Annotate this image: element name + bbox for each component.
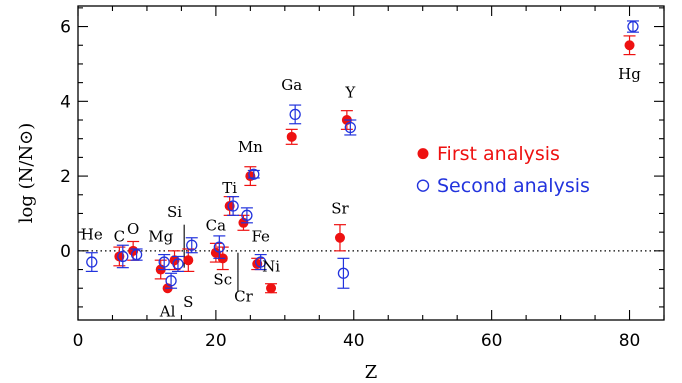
- element-label: Fe: [251, 228, 270, 246]
- element-label: Sr: [331, 199, 349, 217]
- x-tick-label: 40: [343, 331, 365, 351]
- data-points: [85, 20, 639, 294]
- open-circle-marker: [86, 256, 98, 268]
- element-label: Si: [167, 203, 182, 221]
- legend-second-analysis-label: Second analysis: [437, 175, 590, 197]
- open-circle-marker: [158, 256, 170, 268]
- x-tick-label: 20: [205, 331, 227, 351]
- open-circle-marker: [213, 241, 225, 253]
- open-circle-marker: [130, 248, 143, 261]
- element-label: C: [114, 228, 125, 246]
- first-analysis-point: [113, 246, 126, 267]
- element-label: Hg: [618, 65, 641, 83]
- first-analysis-point: [333, 224, 346, 252]
- open-circle-marker: [165, 275, 177, 287]
- filled-circle-marker: [334, 232, 345, 243]
- y-axis-title: log (N/N⊙): [16, 123, 37, 224]
- open-circle-marker: [337, 267, 350, 279]
- element-label: S: [183, 293, 193, 311]
- second-analysis-point: [289, 104, 302, 125]
- filled-circle-marker: [183, 255, 194, 266]
- filled-circle-marker: [266, 283, 277, 294]
- plot-frame: [77, 5, 665, 321]
- y-tick-label: 0: [60, 242, 71, 262]
- second-analysis-point: [247, 168, 260, 180]
- filled-circle-marker: [624, 40, 635, 51]
- filled-circle-marker: [210, 247, 221, 258]
- element-label: Cr: [234, 287, 253, 305]
- axis-ticks: 0 20 40 60 80 0 2 4 6: [60, 6, 665, 351]
- x-axis-title: Z: [365, 362, 378, 383]
- second-analysis-point: [344, 119, 357, 136]
- y-tick-label: 6: [60, 18, 71, 38]
- second-analysis-point: [85, 252, 98, 273]
- open-circle-marker: [227, 200, 239, 212]
- open-circle-marker: [255, 256, 267, 268]
- element-label: Mn: [238, 138, 263, 156]
- open-circle-marker: [117, 250, 129, 263]
- second-analysis-point: [227, 196, 240, 216]
- filled-circle-marker: [224, 200, 235, 211]
- filled-circle-marker: [114, 251, 125, 262]
- second-analysis-point: [213, 235, 226, 259]
- element-label: Sc: [213, 270, 232, 288]
- open-circle-marker: [186, 239, 198, 251]
- open-circle-marker: [627, 20, 639, 33]
- x-tick-label: 0: [73, 331, 84, 351]
- open-circle-marker: [248, 168, 260, 180]
- open-circle-marker: [289, 108, 301, 121]
- element-label: He: [81, 226, 103, 244]
- legend: First analysis Second analysis: [416, 143, 590, 197]
- element-label: O: [127, 220, 139, 238]
- filled-circle-marker: [286, 131, 297, 142]
- second-analysis-point: [185, 237, 198, 254]
- open-circle-marker: [172, 258, 184, 270]
- y-tick-label: 2: [60, 167, 71, 187]
- element-label: Ga: [281, 76, 302, 94]
- legend-open-marker: [416, 179, 430, 192]
- second-analysis-point: [337, 257, 350, 289]
- y-tick-label: 4: [60, 92, 71, 112]
- element-label: Mg: [148, 228, 173, 246]
- element-labels: He C O Mg Si Al S Ca Sc Ti Cr Mn Fe Ni Ga Sr Y Hg: [81, 65, 641, 320]
- element-label: Y: [344, 84, 356, 102]
- element-label: Ni: [262, 257, 280, 275]
- first-analysis-point: [623, 35, 636, 56]
- x-tick-label: 80: [619, 331, 641, 351]
- second-analysis-point: [254, 253, 267, 271]
- second-analysis-point: [130, 248, 143, 261]
- open-circle-marker: [344, 121, 356, 134]
- element-label: Ca: [206, 216, 226, 234]
- legend-filled-marker: [417, 148, 429, 160]
- first-analysis-point: [265, 283, 278, 294]
- first-analysis-point: [285, 128, 298, 145]
- second-analysis-point: [240, 207, 253, 224]
- second-analysis-point: [626, 20, 639, 33]
- first-analysis-point: [223, 196, 236, 216]
- legend-first-analysis-label: First analysis: [437, 143, 560, 165]
- element-label: Ti: [222, 179, 237, 197]
- element-label: Al: [159, 302, 176, 320]
- x-tick-label: 60: [481, 331, 503, 351]
- open-circle-marker: [241, 209, 253, 221]
- second-analysis-point: [116, 244, 129, 269]
- second-analysis-point: [158, 253, 171, 271]
- second-analysis-point: [165, 272, 178, 289]
- second-analysis-point: [171, 255, 184, 273]
